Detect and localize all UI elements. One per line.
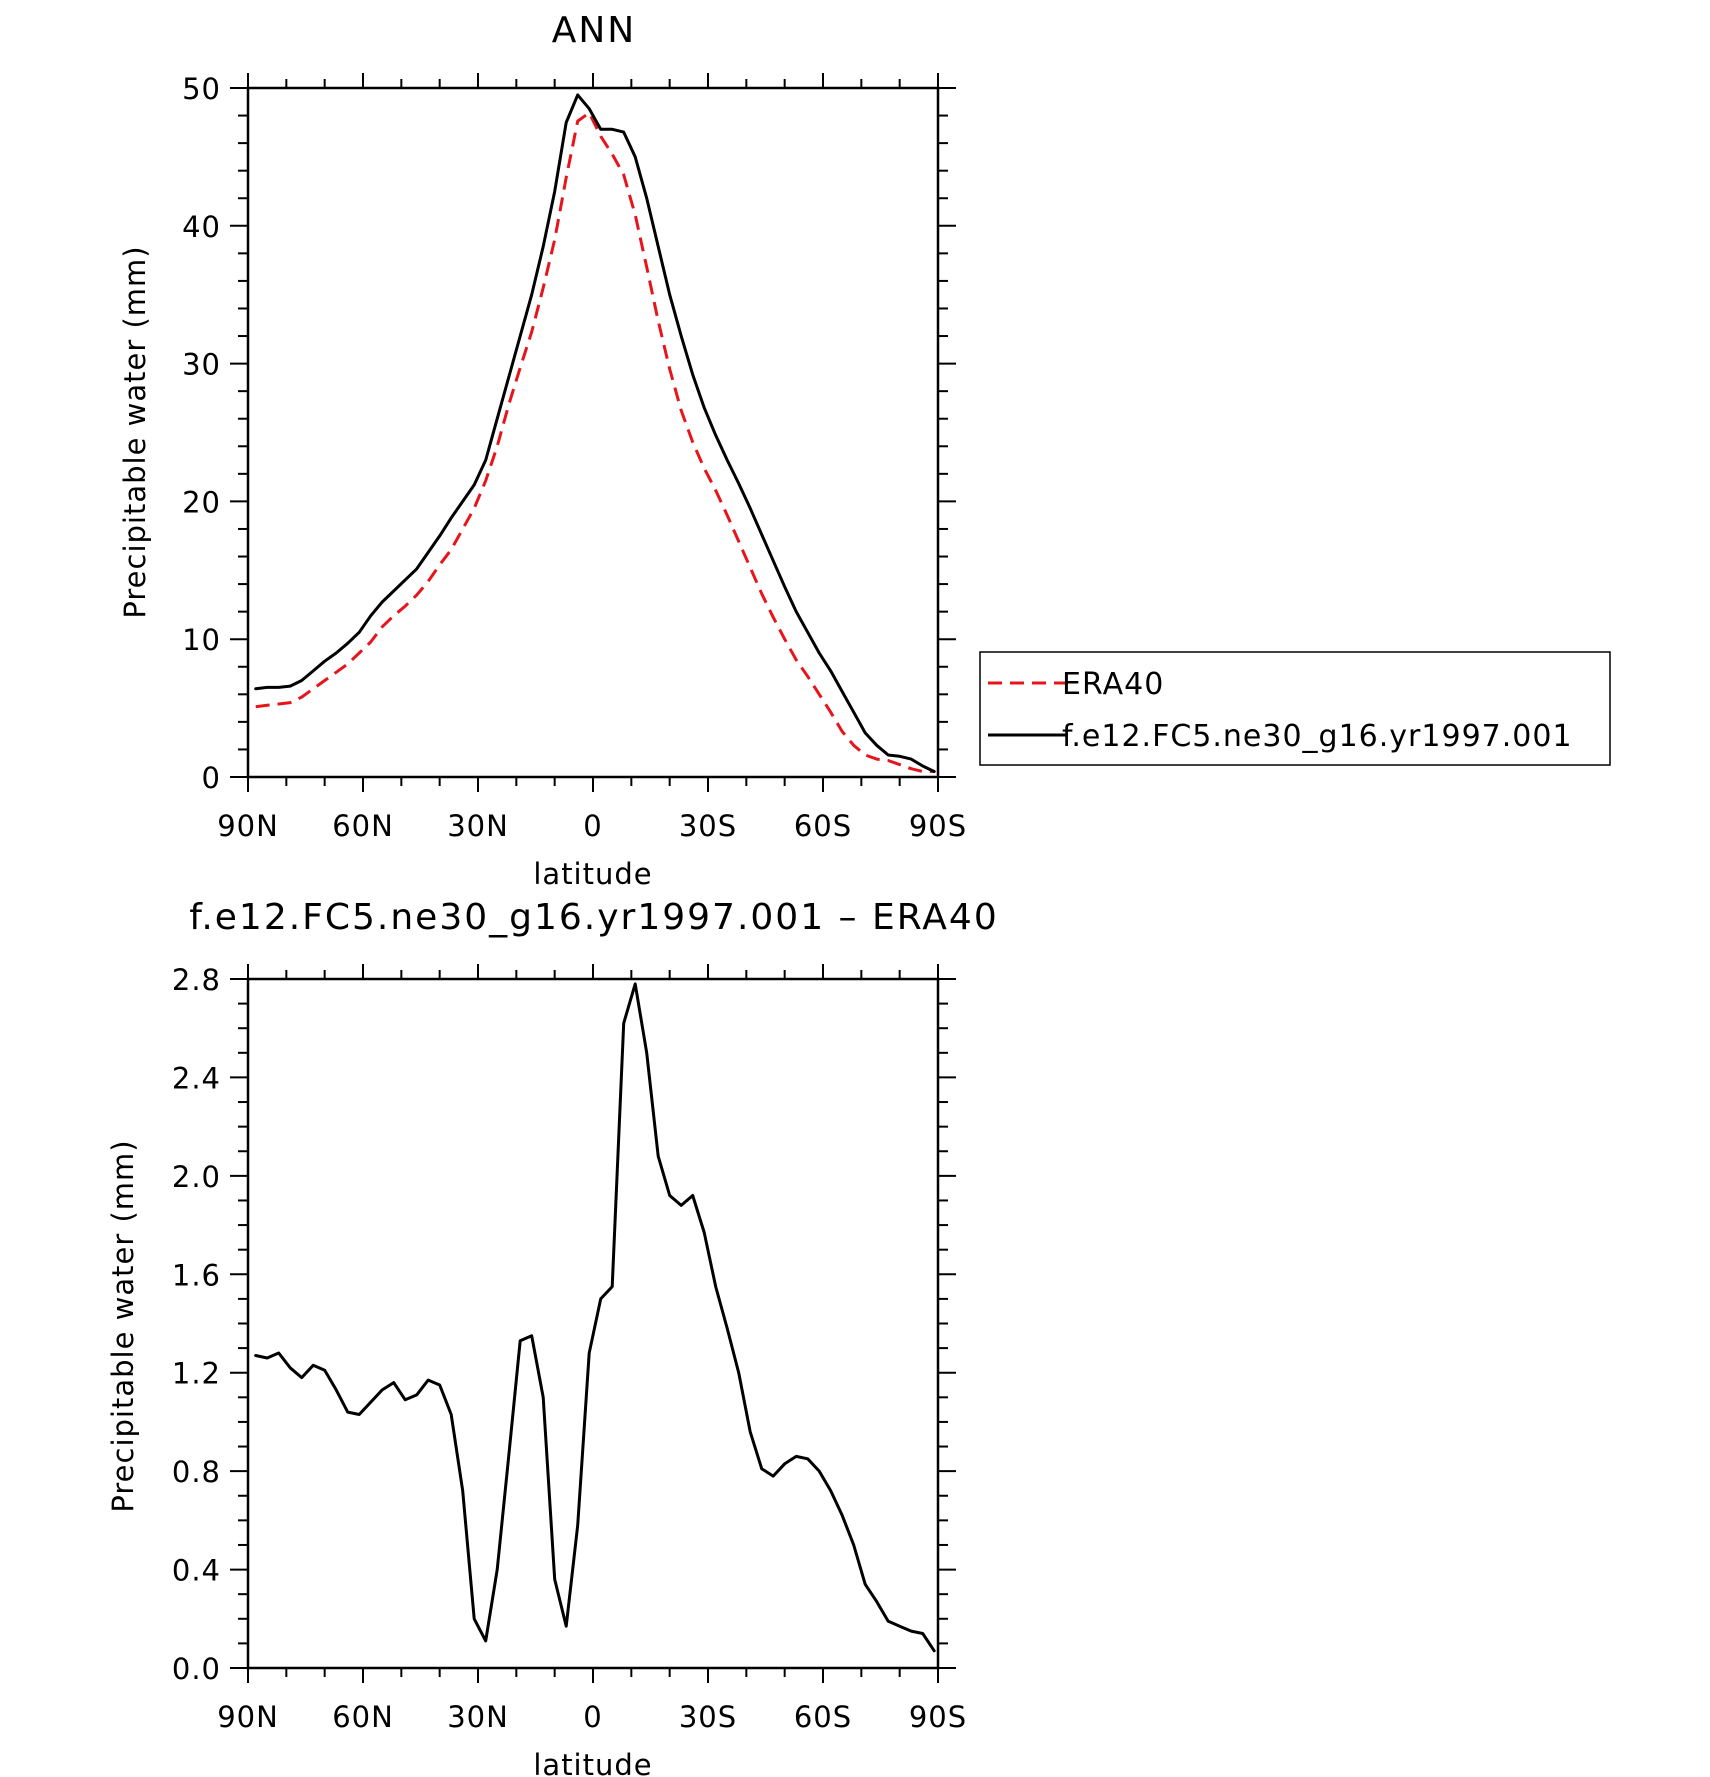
x-tick-label: 60S (794, 1700, 852, 1734)
y-axis-label: Precipitable water (mm) (118, 245, 152, 618)
x-tick-label: 90S (909, 809, 967, 843)
y-tick-label: 30 (182, 348, 221, 382)
y-tick-label: 2.4 (172, 1061, 221, 1095)
x-tick-label: 90N (217, 809, 279, 843)
x-tick-label: 30N (447, 809, 509, 843)
x-tick-label: 90S (909, 1700, 967, 1734)
y-tick-label: 1.2 (172, 1357, 221, 1391)
y-tick-labels: 0 10 20 30 40 50 (182, 72, 221, 795)
series-line-model (254, 93, 936, 773)
plot-area (254, 93, 936, 773)
x-tick-label: 60S (794, 809, 852, 843)
y-tick-label: 20 (182, 485, 221, 519)
legend: ERA40 f.e12.FC5.ne30_g16.yr1997.001 (979, 651, 1611, 766)
y-axis-label: Precipitable water (mm) (106, 1139, 140, 1512)
y-tick-label: 0.4 (172, 1554, 221, 1588)
legend-box (979, 651, 1611, 766)
plot-area (254, 982, 936, 1653)
x-axis-label: latitude (533, 857, 652, 891)
x-axis-label: latitude (533, 1748, 652, 1777)
y-tick-label: 40 (182, 210, 221, 244)
series-line-difference (254, 982, 936, 1653)
y-tick-labels: 0.0 0.4 0.8 1.2 1.6 2.0 2.4 2.8 (172, 963, 221, 1686)
plot-frame (246, 977, 940, 1670)
x-tick-label: 0 (583, 809, 602, 843)
x-tick-label: 0 (583, 1700, 602, 1734)
legend-label-era40: ERA40 (1062, 667, 1164, 702)
x-tick-label: 30N (447, 1700, 509, 1734)
x-tick-labels: 90N 60N 30N 0 30S 60S 90S (217, 809, 967, 843)
chart-panel-annual-mean: ANN 90N 60N 30N 0 30S 60S 90S 0 10 20 30 40 50 lati… (118, 10, 1611, 891)
y-tick-label: 50 (182, 72, 221, 106)
y-tick-label: 1.6 (172, 1258, 221, 1292)
chart-title: f.e12.FC5.ne30_g16.yr1997.001 – ERA40 (189, 897, 998, 938)
axis-ticks (230, 964, 956, 1683)
y-tick-label: 2.0 (172, 1160, 221, 1194)
y-tick-label: 0.8 (172, 1455, 221, 1489)
axis-ticks (230, 73, 956, 792)
x-tick-label: 60N (332, 1700, 394, 1734)
x-tick-label: 60N (332, 809, 394, 843)
legend-label-model: f.e12.FC5.ne30_g16.yr1997.001 (1062, 719, 1573, 754)
x-tick-labels: 90N 60N 30N 0 30S 60S 90S (217, 1700, 967, 1734)
y-tick-label: 0.0 (172, 1652, 221, 1686)
x-tick-label: 30S (679, 1700, 737, 1734)
y-tick-label: 10 (182, 623, 221, 657)
y-tick-label: 2.8 (172, 963, 221, 997)
plot-frame (246, 86, 940, 779)
x-tick-label: 90N (217, 1700, 279, 1734)
x-tick-label: 30S (679, 809, 737, 843)
series-line-era40 (255, 111, 935, 773)
chart-panel-difference: f.e12.FC5.ne30_g16.yr1997.001 – ERA40 90… (106, 897, 998, 1777)
y-tick-label: 0 (202, 761, 221, 795)
chart-title: ANN (552, 10, 637, 51)
